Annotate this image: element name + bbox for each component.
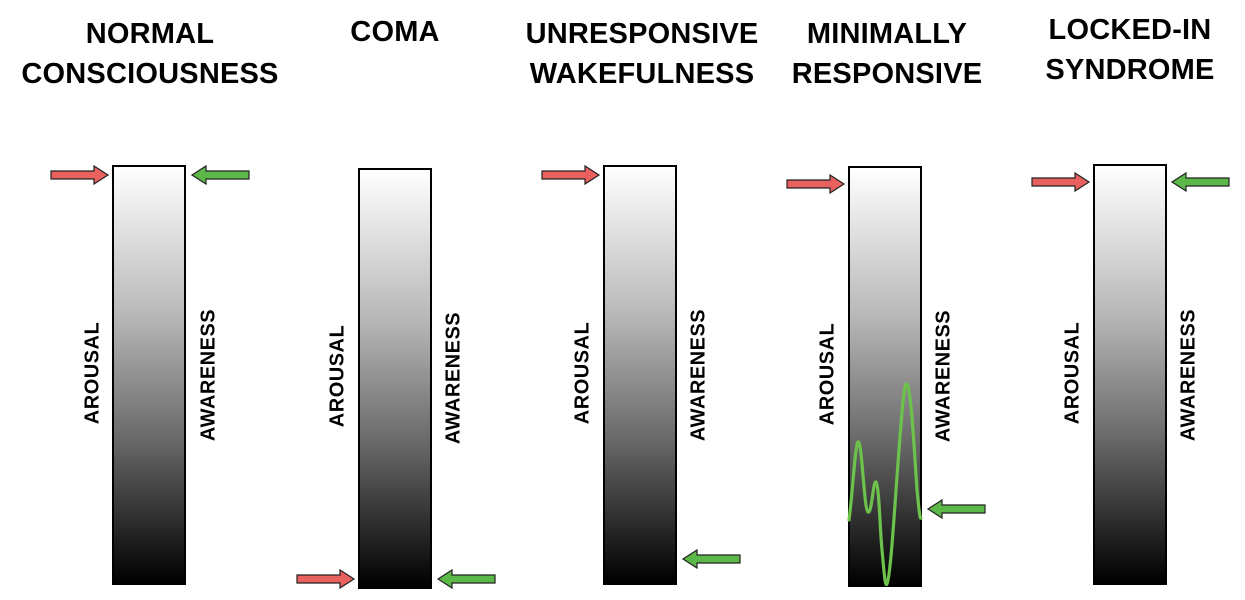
arousal-label: AROUSAL [816, 322, 839, 426]
arousal-label: AROUSAL [81, 321, 104, 425]
awareness-wave-path [847, 382, 923, 587]
panel-title: COMA [245, 12, 545, 52]
arousal-arrow-icon [786, 173, 846, 195]
title-line-2: CONSCIOUSNESS [21, 58, 279, 90]
title-line-1: COMA [350, 16, 440, 48]
arousal-arrow-icon [1031, 171, 1091, 193]
awareness-wave-icon [847, 382, 923, 587]
panel-title: NORMAL CONSCIOUSNESS [0, 14, 300, 94]
title-line-1: LOCKED-IN [1048, 14, 1212, 46]
arousal-arrow-icon [541, 164, 601, 186]
consciousness-bar [358, 168, 432, 589]
awareness-arrow-icon [1170, 171, 1230, 193]
panel-title: UNRESPONSIVE WAKEFULNESS [492, 14, 792, 94]
panel-title: LOCKED-IN SYNDROME [980, 10, 1245, 90]
arousal-label: AROUSAL [571, 321, 594, 425]
title-line-1: MINIMALLY [806, 18, 968, 50]
arousal-arrow-icon [50, 164, 110, 186]
arousal-arrow-icon [296, 568, 356, 590]
consciousness-bar [848, 166, 922, 587]
awareness-arrow-icon [926, 498, 986, 519]
consciousness-bar [603, 165, 677, 585]
consciousness-bar [112, 165, 186, 585]
arousal-label: AROUSAL [326, 324, 349, 428]
awareness-arrow-icon [681, 548, 741, 570]
panel-locked-in-syndrome: LOCKED-IN SYNDROME AROUSAL AWARENESS [980, 0, 1245, 600]
title-line-1: NORMAL [85, 18, 215, 50]
awareness-label: AWARENESS [687, 308, 710, 442]
panel-minimally-responsive: MINIMALLY RESPONSIVE AROUSAL AWARENESS [735, 0, 1035, 600]
panel-normal-consciousness: NORMAL CONSCIOUSNESS AROUSAL AWARENESS [0, 0, 300, 600]
panel-coma: COMA AROUSAL AWARENESS [245, 0, 545, 600]
awareness-label: AWARENESS [932, 309, 955, 443]
awareness-label: AWARENESS [197, 308, 220, 442]
title-line-2: WAKEFULNESS [529, 58, 755, 90]
awareness-arrow-icon [436, 568, 496, 590]
title-line-2: SYNDROME [1045, 54, 1215, 86]
arousal-label: AROUSAL [1061, 321, 1084, 425]
awareness-arrow-icon [190, 164, 250, 186]
title-line-1: UNRESPONSIVE [525, 18, 759, 50]
title-line-2: RESPONSIVE [791, 58, 983, 90]
awareness-label: AWARENESS [442, 311, 465, 445]
consciousness-bar [1093, 164, 1167, 585]
panel-unresponsive-wakefulness: UNRESPONSIVE WAKEFULNESS AROUSAL AWARENE… [490, 0, 790, 600]
awareness-label: AWARENESS [1177, 308, 1200, 442]
panel-title: MINIMALLY RESPONSIVE [737, 14, 1037, 94]
